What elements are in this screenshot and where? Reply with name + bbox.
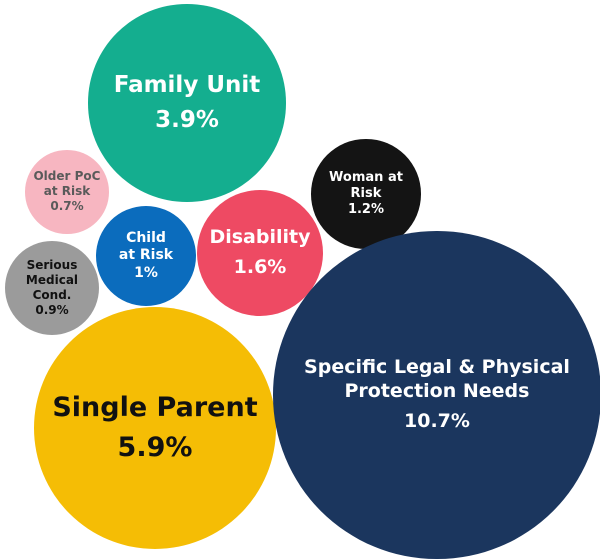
value-label: 0.7% [50, 199, 84, 214]
bubble: Specific Legal & Physical Protection Nee… [273, 231, 600, 559]
bubble: Child at Risk 1% [96, 206, 196, 306]
value-label: 1.2% [347, 202, 385, 218]
bubble-label: Single Parent [52, 392, 258, 424]
value-label: 3.9% [155, 106, 219, 133]
bubble-label: Specific Legal & Physical Protection Nee… [304, 356, 570, 403]
bubble: Serious Medical Cond. 0.9% [4, 240, 100, 336]
bubble-label: Disability [209, 226, 311, 249]
bubble: Family Unit 3.9% [88, 4, 286, 202]
value-label: 1.6% [233, 255, 287, 278]
bubble-label: Woman at Risk [329, 169, 403, 201]
bubble: Woman at Risk 1.2% [311, 139, 421, 249]
value-label: 10.7% [404, 409, 470, 432]
value-label: 1% [134, 264, 158, 281]
bubble-label: Serious Medical Cond. [25, 257, 79, 302]
value-label: 5.9% [117, 431, 193, 463]
bubble: Single Parent 5.9% [33, 306, 277, 550]
bubble-label: Family Unit [113, 72, 261, 99]
bubble-label: Older PoC at Risk [33, 169, 101, 199]
bubble: Older PoC at Risk 0.7% [25, 150, 109, 234]
bubble: Disability 1.6% [196, 189, 324, 317]
value-label: 0.9% [35, 302, 69, 317]
bubble-label: Child at Risk [118, 229, 174, 264]
